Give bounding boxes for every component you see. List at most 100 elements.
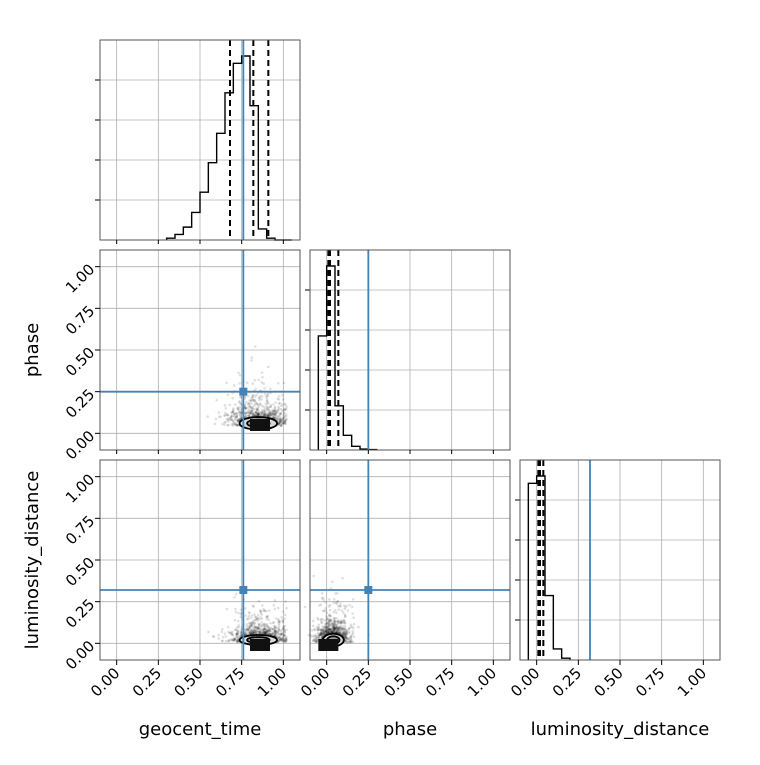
scatter-point [254,631,257,635]
scatter-point [273,632,277,635]
scatter-point [334,626,337,630]
scatter-point [340,627,343,630]
scatter-point [263,624,267,628]
scatter-point [211,634,215,638]
scatter-point [343,632,347,635]
scatter-point [239,395,242,399]
scatter-point [227,630,230,634]
scatter-point [322,630,326,633]
scatter-point [271,411,275,415]
scatter-point [213,422,217,426]
scatter-point [338,630,341,634]
scatter-point [316,638,319,642]
scatter-point [268,609,271,612]
scatter-point [239,608,243,611]
scatter-point [265,628,269,632]
scatter-point [246,402,250,406]
scatter-point [333,627,337,631]
scatter-point [233,415,236,419]
scatter-point [256,403,260,407]
scatter-point [236,640,239,643]
scatter-point [234,418,237,422]
scatter-point [240,403,243,406]
scatter-point [248,632,252,636]
scatter-point [232,422,236,426]
scatter-point [249,411,253,414]
scatter-point [245,628,248,632]
scatter-point [280,638,284,642]
scatter-point [247,630,251,634]
scatter-point [272,409,276,413]
scatter-point [250,614,254,617]
scatter-point [253,630,257,633]
scatter-point [261,624,264,628]
scatter-point [262,630,265,633]
scatter-point [282,637,285,641]
scatter-point [328,623,331,627]
scatter-point [345,636,349,640]
scatter-point [280,632,283,636]
scatter-point [331,627,334,631]
scatter-point [250,623,254,627]
scatter-point [230,418,234,421]
scatter-point [250,632,253,635]
scatter-point [237,371,240,375]
scatter-point [225,417,229,421]
scatter-point [249,398,253,402]
scatter-point [337,608,341,611]
histogram-panel-geocent_time [95,39,301,241]
scatter-point [264,414,268,417]
scatter-point [323,600,327,604]
scatter-point [280,615,284,619]
scatter-point [328,624,332,627]
scatter-point [329,630,332,634]
scatter-point [259,403,262,406]
scatter-point [331,622,335,625]
scatter-point [262,412,266,415]
scatter-point [344,635,347,639]
scatter-point [246,411,249,415]
scatter-point [334,620,337,623]
scatter-point [326,630,330,634]
scatter-point [274,401,277,404]
scatter-point [231,409,235,413]
scatter-point [281,618,284,622]
scatter-point [252,624,256,627]
scatter-point [324,630,328,634]
scatter-point [277,398,281,401]
scatter-point [320,617,323,621]
scatter-point [278,419,282,423]
scatter-point [324,623,328,627]
scatter-point [256,407,259,410]
scatter-point [262,627,266,630]
scatter-point [262,627,266,631]
scatter-point [264,627,268,631]
scatter-point [316,637,319,640]
scatter-point [348,603,351,607]
scatter-point [280,628,284,632]
scatter-point [278,637,281,641]
scatter-point [282,421,285,425]
scatter-point [271,412,274,416]
scatter-point [314,635,317,638]
scatter-point [244,406,247,410]
scatter-point [315,633,318,637]
scatter-point [315,639,319,643]
scatter-point [344,606,347,609]
scatter-point [283,420,287,423]
scatter-point [269,387,272,391]
scatter-point [266,414,270,418]
scatter-point [237,611,240,615]
scatter-point [276,411,279,415]
scatter-point [279,416,282,419]
scatter-point [266,402,269,405]
scatter-point [265,629,269,633]
truth-marker [364,586,373,594]
scatter-point [233,596,236,599]
scatter-point [320,597,324,600]
scatter-point [235,638,239,642]
scatter-point [347,639,351,642]
scatter-point [345,637,349,640]
scatter-point [206,415,210,418]
scatter-point [324,625,328,628]
